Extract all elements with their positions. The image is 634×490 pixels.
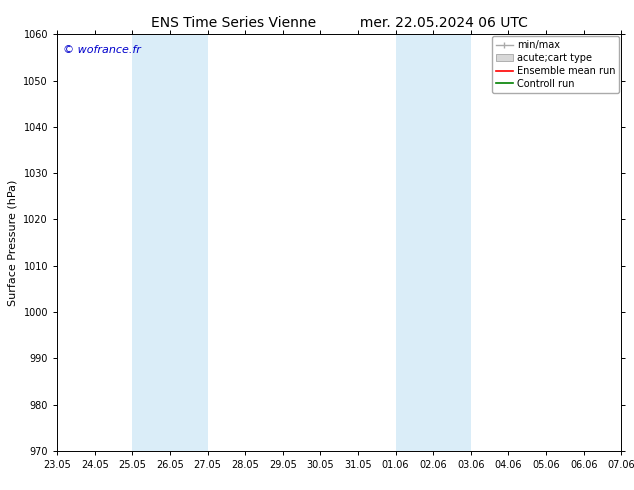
Title: ENS Time Series Vienne          mer. 22.05.2024 06 UTC: ENS Time Series Vienne mer. 22.05.2024 0… (151, 16, 527, 30)
Legend: min/max, acute;cart type, Ensemble mean run, Controll run: min/max, acute;cart type, Ensemble mean … (492, 36, 619, 93)
Bar (396, 34, 471, 451)
Bar (133, 34, 207, 451)
Text: © wofrance.fr: © wofrance.fr (63, 45, 141, 55)
Y-axis label: Surface Pressure (hPa): Surface Pressure (hPa) (8, 179, 18, 306)
